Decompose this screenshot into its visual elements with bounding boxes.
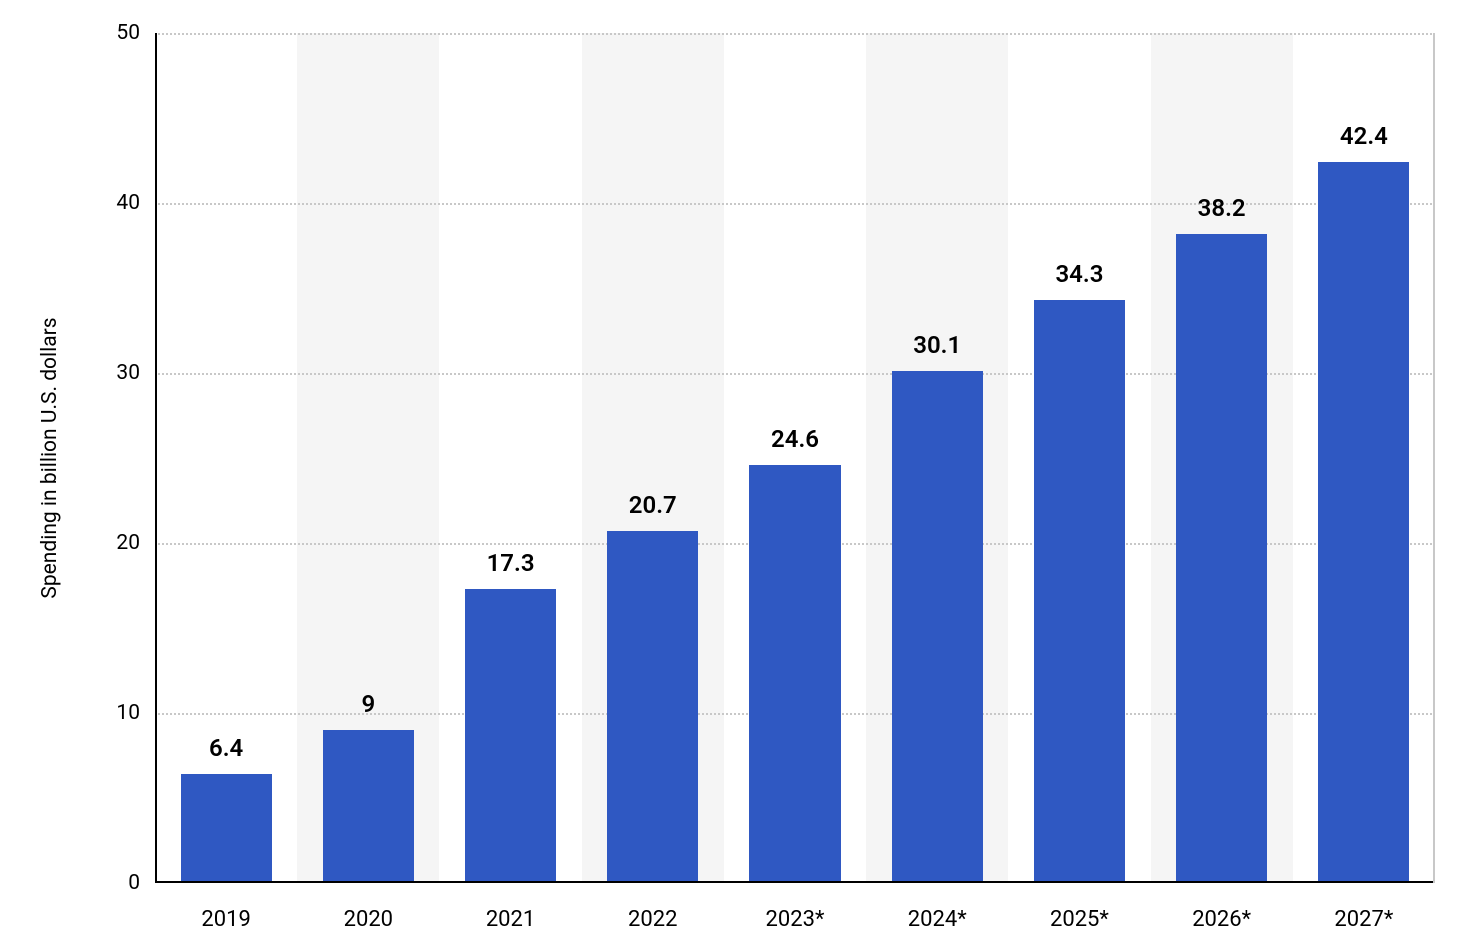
x-tick-label: 2025*	[1050, 907, 1109, 932]
y-tick-label: 50	[85, 21, 140, 45]
bar-value-label: 34.3	[1055, 260, 1103, 288]
bar	[181, 774, 272, 883]
bar	[892, 371, 983, 883]
bar	[1034, 300, 1125, 883]
bar-value-label: 9	[361, 690, 375, 718]
bar	[749, 465, 840, 883]
x-tick-label: 2020	[344, 907, 393, 932]
y-tick-label: 30	[85, 361, 140, 385]
x-tick-label: 2019	[201, 907, 250, 932]
y-axis-right-edge	[1433, 33, 1435, 883]
y-axis-title: Spending in billion U.S. dollars	[38, 308, 62, 608]
bar-value-label: 42.4	[1340, 122, 1388, 150]
bar	[607, 531, 698, 883]
y-tick-label: 40	[85, 191, 140, 215]
y-tick-label: 10	[85, 701, 140, 725]
x-axis-line	[155, 881, 1435, 883]
bar-value-label: 17.3	[487, 549, 535, 577]
bar-value-label: 6.4	[209, 734, 243, 762]
plot-area: 6.4 9 17.3 20.7 24.6 30.1 34.3 38.2 42.4	[155, 33, 1435, 883]
bar	[1176, 234, 1267, 883]
bar-value-label: 38.2	[1198, 194, 1246, 222]
y-axis-line	[155, 33, 157, 883]
x-tick-label: 2022	[628, 907, 677, 932]
bar	[1318, 162, 1409, 883]
bar-value-label: 30.1	[913, 331, 961, 359]
y-tick-label: 0	[85, 871, 140, 895]
bar	[465, 589, 556, 883]
x-tick-label: 2027*	[1334, 907, 1393, 932]
x-tick-label: 2023*	[766, 907, 825, 932]
x-tick-label: 2026*	[1192, 907, 1251, 932]
bar	[323, 730, 414, 883]
gridline	[155, 33, 1435, 35]
bar-chart: Spending in billion U.S. dollars 0 10 20 30…	[0, 0, 1458, 948]
bar-value-label: 20.7	[629, 491, 677, 519]
bar-value-label: 24.6	[771, 425, 819, 453]
x-tick-label: 2024*	[908, 907, 967, 932]
x-tick-label: 2021	[486, 907, 535, 932]
y-tick-label: 20	[85, 531, 140, 555]
